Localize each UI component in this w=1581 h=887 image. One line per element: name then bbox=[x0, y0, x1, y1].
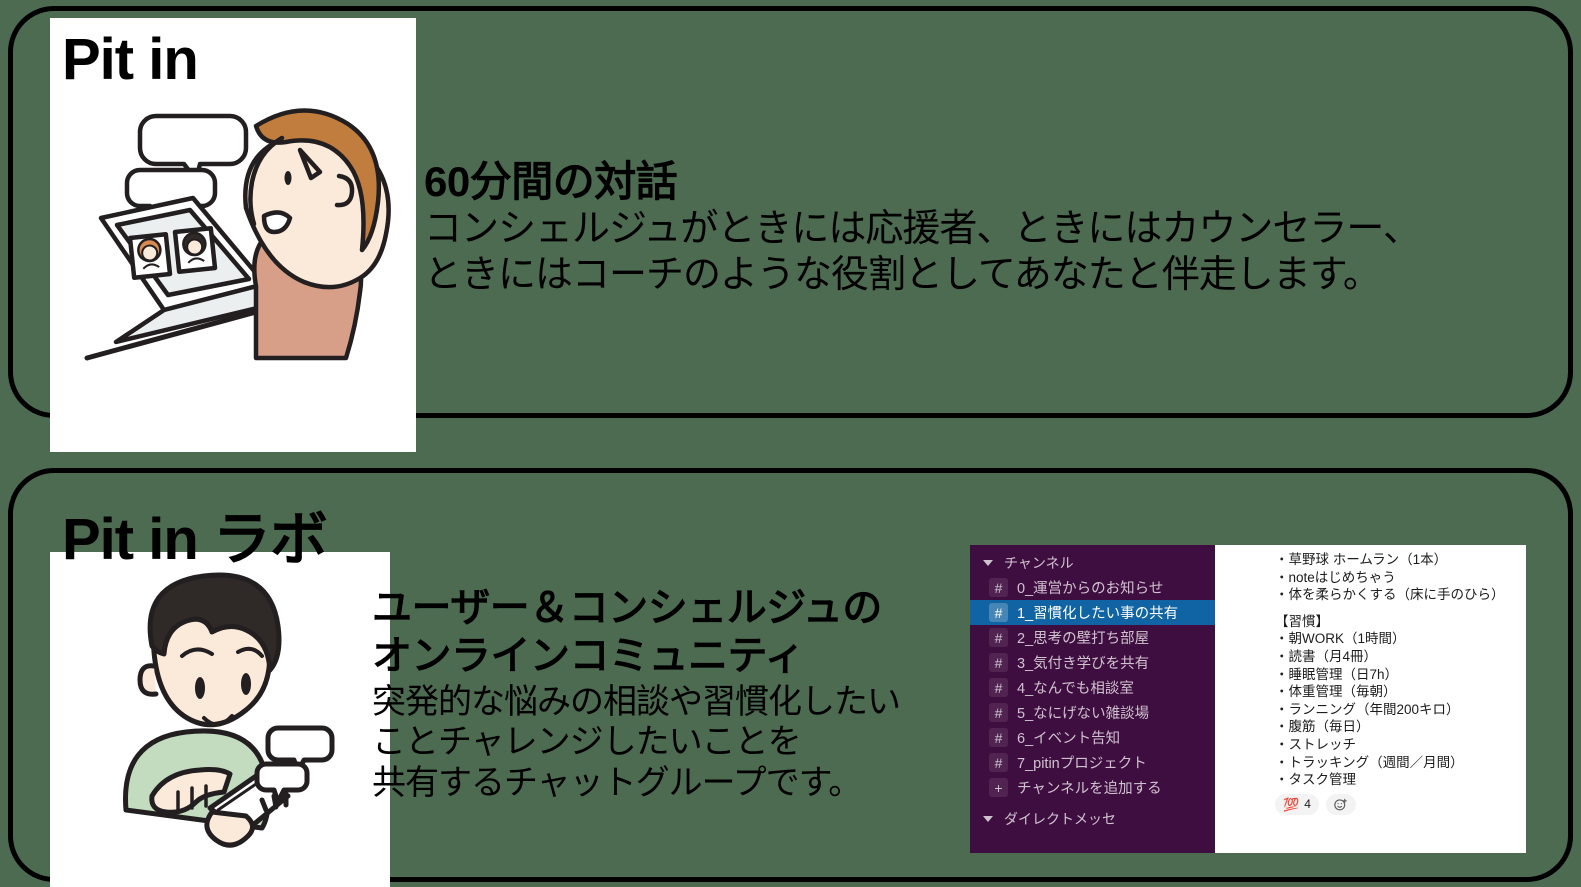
hash-icon: # bbox=[989, 628, 1008, 647]
channel-label: 0_運営からのお知らせ bbox=[1017, 581, 1164, 597]
hash-icon: # bbox=[989, 653, 1008, 672]
message-reactions: 💯 4 bbox=[1275, 793, 1526, 815]
message-line: ・ストレッチ bbox=[1275, 736, 1356, 752]
slack-sidebar: チャンネル # 0_運営からのお知らせ # 1_習慣化したい事の共有 # 2_思… bbox=[970, 545, 1215, 853]
sidebar-add-channel[interactable]: + チャンネルを追加する bbox=[970, 775, 1215, 800]
hash-icon: # bbox=[989, 728, 1008, 747]
pit-in-body-line-1: コンシェルジュがときには応援者、ときにはカウンセラー、 bbox=[424, 208, 1421, 251]
sidebar-section-direct-messages[interactable]: ダイレクトメッセ bbox=[970, 807, 1215, 831]
pit-in-lab-heading-line-2: オンラインコミュニティ bbox=[372, 633, 805, 678]
sidebar-channel-2[interactable]: # 2_思考の壁打ち部屋 bbox=[970, 625, 1215, 650]
pit-in-heading: 60分間の対話 bbox=[424, 158, 678, 205]
card-pit-in bbox=[8, 6, 1573, 418]
add-channel-label: チャンネルを追加する bbox=[1017, 781, 1162, 797]
channel-label: 1_習慣化したい事の共有 bbox=[1017, 606, 1179, 622]
sidebar-channel-5[interactable]: # 5_なにげない雑談場 bbox=[970, 700, 1215, 725]
woman-video-call-laptop-illustration bbox=[84, 108, 391, 361]
pit-in-lab-body-line-3: 共有するチャットグループです。 bbox=[372, 764, 862, 803]
message-line: ・ランニング（年間200キロ） bbox=[1275, 701, 1460, 717]
message-line: ・朝WORK（1時間） bbox=[1275, 631, 1406, 647]
channel-label: 3_気付き学びを共有 bbox=[1017, 656, 1150, 672]
message-line: ・睡眠管理（日7h） bbox=[1275, 666, 1399, 682]
pit-in-lab-badge-title: Pit in ラボ bbox=[62, 507, 328, 572]
sidebar-channel-3[interactable]: # 3_気付き学びを共有 bbox=[970, 650, 1215, 675]
hundred-points-emoji: 💯 bbox=[1283, 796, 1300, 812]
reaction-hundred-points[interactable]: 💯 4 bbox=[1275, 793, 1319, 815]
message-line: ・タスク管理 bbox=[1275, 772, 1356, 788]
card-pit-in-lab bbox=[8, 468, 1573, 882]
slack-message-pane: ・草野球 ホームラン（1本） ・noteはじめちゃう ・体を柔らかくする（床に手… bbox=[1215, 545, 1526, 853]
sidebar-section-label: チャンネル bbox=[1004, 555, 1074, 571]
message-line: ・トラッキング（週間／月間） bbox=[1275, 754, 1464, 770]
channel-label: 6_イベント告知 bbox=[1017, 731, 1121, 747]
plus-icon: + bbox=[989, 778, 1008, 797]
pit-in-badge-title: Pit in bbox=[62, 27, 199, 92]
hash-icon: # bbox=[989, 703, 1008, 722]
boy-with-smartphone-illustration bbox=[123, 572, 335, 848]
message-line: ・体重管理（毎朝） bbox=[1275, 684, 1397, 700]
pit-in-lab-body-line-1: 突発的な悩みの相談や習慣化したい bbox=[372, 682, 901, 721]
pit-in-body-line-2: ときにはコーチのような役割としてあなたと伴走します。 bbox=[424, 253, 1381, 296]
message-line: ・草野球 ホームラン（1本） bbox=[1275, 552, 1448, 567]
caret-down-icon bbox=[983, 560, 993, 566]
pit-in-lab-body-line-2: ことチャレンジしたいことを bbox=[372, 723, 802, 762]
sidebar-dm-label: ダイレクトメッセ bbox=[1004, 811, 1116, 827]
hash-icon: # bbox=[989, 603, 1008, 622]
sidebar-channel-1-selected[interactable]: # 1_習慣化したい事の共有 bbox=[970, 600, 1215, 625]
channel-label: 2_思考の壁打ち部屋 bbox=[1017, 631, 1150, 647]
message-line: ・体を柔らかくする（床に手のひら） bbox=[1275, 587, 1505, 603]
hash-icon: # bbox=[989, 753, 1008, 772]
sidebar-section-channels[interactable]: チャンネル bbox=[970, 551, 1215, 575]
hash-icon: # bbox=[989, 578, 1008, 597]
pit-in-copy-block: 60分間の対話 コンシェルジュがときには応援者、ときにはカウンセラー、 ときには… bbox=[424, 158, 1564, 298]
channel-label: 7_pitinプロジェクト bbox=[1017, 756, 1147, 772]
add-reaction-icon[interactable] bbox=[1325, 793, 1356, 815]
sidebar-channel-4[interactable]: # 4_なんでも相談室 bbox=[970, 675, 1215, 700]
hash-icon: # bbox=[989, 678, 1008, 697]
message-spacer bbox=[1275, 604, 1526, 613]
sidebar-channel-6[interactable]: # 6_イベント告知 bbox=[970, 725, 1215, 750]
message-line: ・noteはじめちゃう bbox=[1275, 569, 1396, 585]
pit-in-lab-heading-line-1: ユーザー＆コンシェルジュの bbox=[372, 586, 882, 630]
channel-label: 4_なんでも相談室 bbox=[1017, 681, 1134, 697]
caret-down-icon bbox=[983, 816, 993, 822]
channel-label: 5_なにげない雑談場 bbox=[1017, 706, 1150, 722]
reaction-count: 4 bbox=[1304, 797, 1311, 812]
message-line: ・読書（月4冊） bbox=[1275, 648, 1378, 664]
slack-screenshot: チャンネル # 0_運営からのお知らせ # 1_習慣化したい事の共有 # 2_思… bbox=[970, 545, 1526, 853]
sidebar-channel-7[interactable]: # 7_pitinプロジェクト bbox=[970, 750, 1215, 775]
message-line: ・腹筋（毎日） bbox=[1275, 719, 1370, 735]
message-section-header: 【習慣】 bbox=[1275, 613, 1329, 629]
sidebar-channel-0[interactable]: # 0_運営からのお知らせ bbox=[970, 575, 1215, 600]
pit-in-lab-copy-block: ユーザー＆コンシェルジュの オンラインコミュニティ 突発的な悩みの相談や習慣化し… bbox=[372, 586, 972, 804]
